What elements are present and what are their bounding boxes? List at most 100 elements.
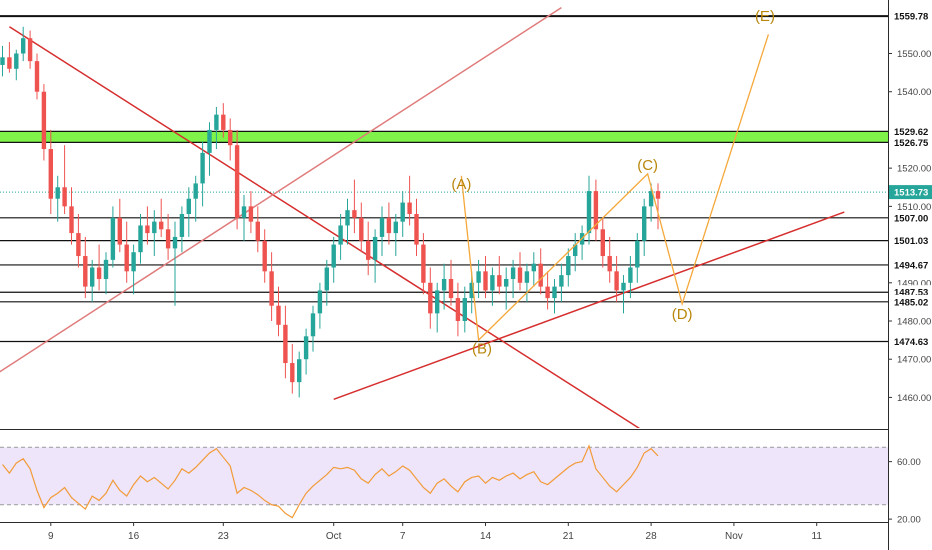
candle-body — [552, 286, 557, 299]
level-label-box — [889, 185, 932, 200]
candle-body — [338, 225, 343, 245]
time-tick-label: 21 — [563, 531, 575, 542]
level-label-box — [889, 334, 932, 349]
candle-body — [7, 57, 12, 69]
candle-body — [393, 221, 398, 234]
candle-body — [248, 206, 254, 222]
axes-layer: 1550.00 1540.00 1520.00 1510.00 1490.00 1480.… — [48, 9, 932, 542]
time-tick-label: Nov — [725, 531, 743, 542]
candle-body — [48, 149, 53, 199]
level-label-box — [889, 233, 932, 248]
trendlines-layer — [0, 7, 845, 428]
candle-body — [234, 145, 240, 218]
candle-body — [504, 278, 509, 287]
candle-body — [517, 267, 523, 283]
candle-body — [483, 271, 488, 291]
candle-body — [83, 256, 88, 287]
candle-body — [317, 290, 323, 314]
trendline — [333, 211, 845, 401]
candle-body — [193, 183, 198, 199]
time-tick-label: 23 — [218, 531, 230, 542]
candle-body — [607, 256, 612, 272]
candle-body — [614, 271, 619, 291]
level-label: 1474.63 — [894, 337, 928, 348]
wave-label: (D) — [672, 306, 693, 323]
candle-body — [345, 210, 350, 226]
level-label: 1494.67 — [894, 260, 928, 271]
candle-body — [124, 244, 129, 272]
level-label-box — [889, 210, 932, 225]
candle-body — [90, 267, 95, 287]
level-label: 1559.78 — [894, 12, 928, 23]
time-tick-label: 7 — [400, 531, 406, 542]
level-label: 1513.73 — [894, 188, 928, 199]
candle-body — [283, 324, 288, 364]
candle-body — [648, 191, 654, 207]
candle-body — [96, 267, 102, 279]
level-label-box — [889, 135, 932, 150]
candle-body — [152, 221, 157, 234]
candle-body — [469, 282, 474, 299]
level-label: 1485.02 — [894, 297, 928, 308]
candle-body — [21, 38, 26, 54]
candle-body — [490, 275, 495, 291]
wave-label: (A) — [451, 176, 471, 193]
price-tick-label: 1520.00 — [897, 164, 931, 175]
candle-body — [448, 278, 454, 299]
candle-body — [331, 244, 336, 268]
wave-label: (E) — [755, 8, 775, 25]
price-tick-label: 1510.00 — [897, 202, 931, 213]
candle-body — [110, 217, 116, 260]
candle-body — [62, 187, 67, 207]
candle-body — [165, 229, 171, 249]
supply-zone — [0, 131, 888, 143]
candle-body — [359, 217, 364, 241]
candle-body — [241, 206, 247, 218]
candle-body — [642, 206, 647, 241]
candle-body — [41, 91, 47, 150]
wave-path — [460, 34, 770, 342]
candle-body — [628, 267, 633, 283]
candle-body — [276, 305, 281, 325]
wave-label: (C) — [637, 157, 658, 174]
candle-body — [531, 263, 536, 272]
level-label-box — [889, 294, 932, 309]
candle-body — [635, 240, 640, 268]
candle-body — [34, 61, 40, 92]
candle-body — [538, 263, 543, 287]
candle-body — [573, 244, 578, 257]
candle-body — [138, 225, 143, 253]
candle-body — [303, 336, 309, 360]
candle-body — [421, 244, 426, 283]
candles-layer — [0, 26, 661, 398]
candle-body — [559, 275, 564, 287]
candle-body — [159, 221, 164, 230]
level-label: 1487.53 — [894, 288, 928, 299]
price-tick-label: 1490.00 — [897, 278, 931, 289]
candle-body — [593, 191, 599, 230]
candle-body — [414, 214, 419, 245]
level-label: 1507.00 — [894, 213, 928, 224]
candle-body — [55, 187, 60, 199]
candle-body — [372, 236, 378, 260]
price-tick-label: 1460.00 — [897, 393, 931, 404]
rsi-tick-label: 20.00 — [897, 515, 921, 526]
price-tick-label: 1470.00 — [897, 355, 931, 366]
rsi-line — [2, 444, 659, 519]
candle-body — [76, 233, 81, 257]
candle-body — [476, 271, 481, 283]
time-tick-label: Oct — [326, 531, 342, 542]
level-label-box — [889, 9, 932, 24]
candle-body — [407, 202, 412, 214]
supply-zone-layer — [0, 131, 888, 143]
candle-body — [262, 240, 267, 272]
candle-body — [524, 271, 530, 283]
price-tick-label: 1480.00 — [897, 317, 931, 328]
level-label-box — [889, 257, 932, 272]
candle-body — [255, 221, 260, 241]
candle-body — [366, 240, 371, 260]
rsi-tick-label: 60.00 — [897, 457, 921, 468]
candle-body — [186, 198, 191, 214]
candle-body — [214, 114, 219, 130]
